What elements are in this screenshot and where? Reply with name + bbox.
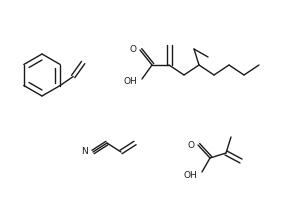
Text: O: O bbox=[129, 46, 136, 54]
Text: OH: OH bbox=[123, 78, 137, 86]
Text: OH: OH bbox=[183, 170, 197, 180]
Text: N: N bbox=[81, 148, 88, 156]
Text: O: O bbox=[187, 141, 194, 149]
